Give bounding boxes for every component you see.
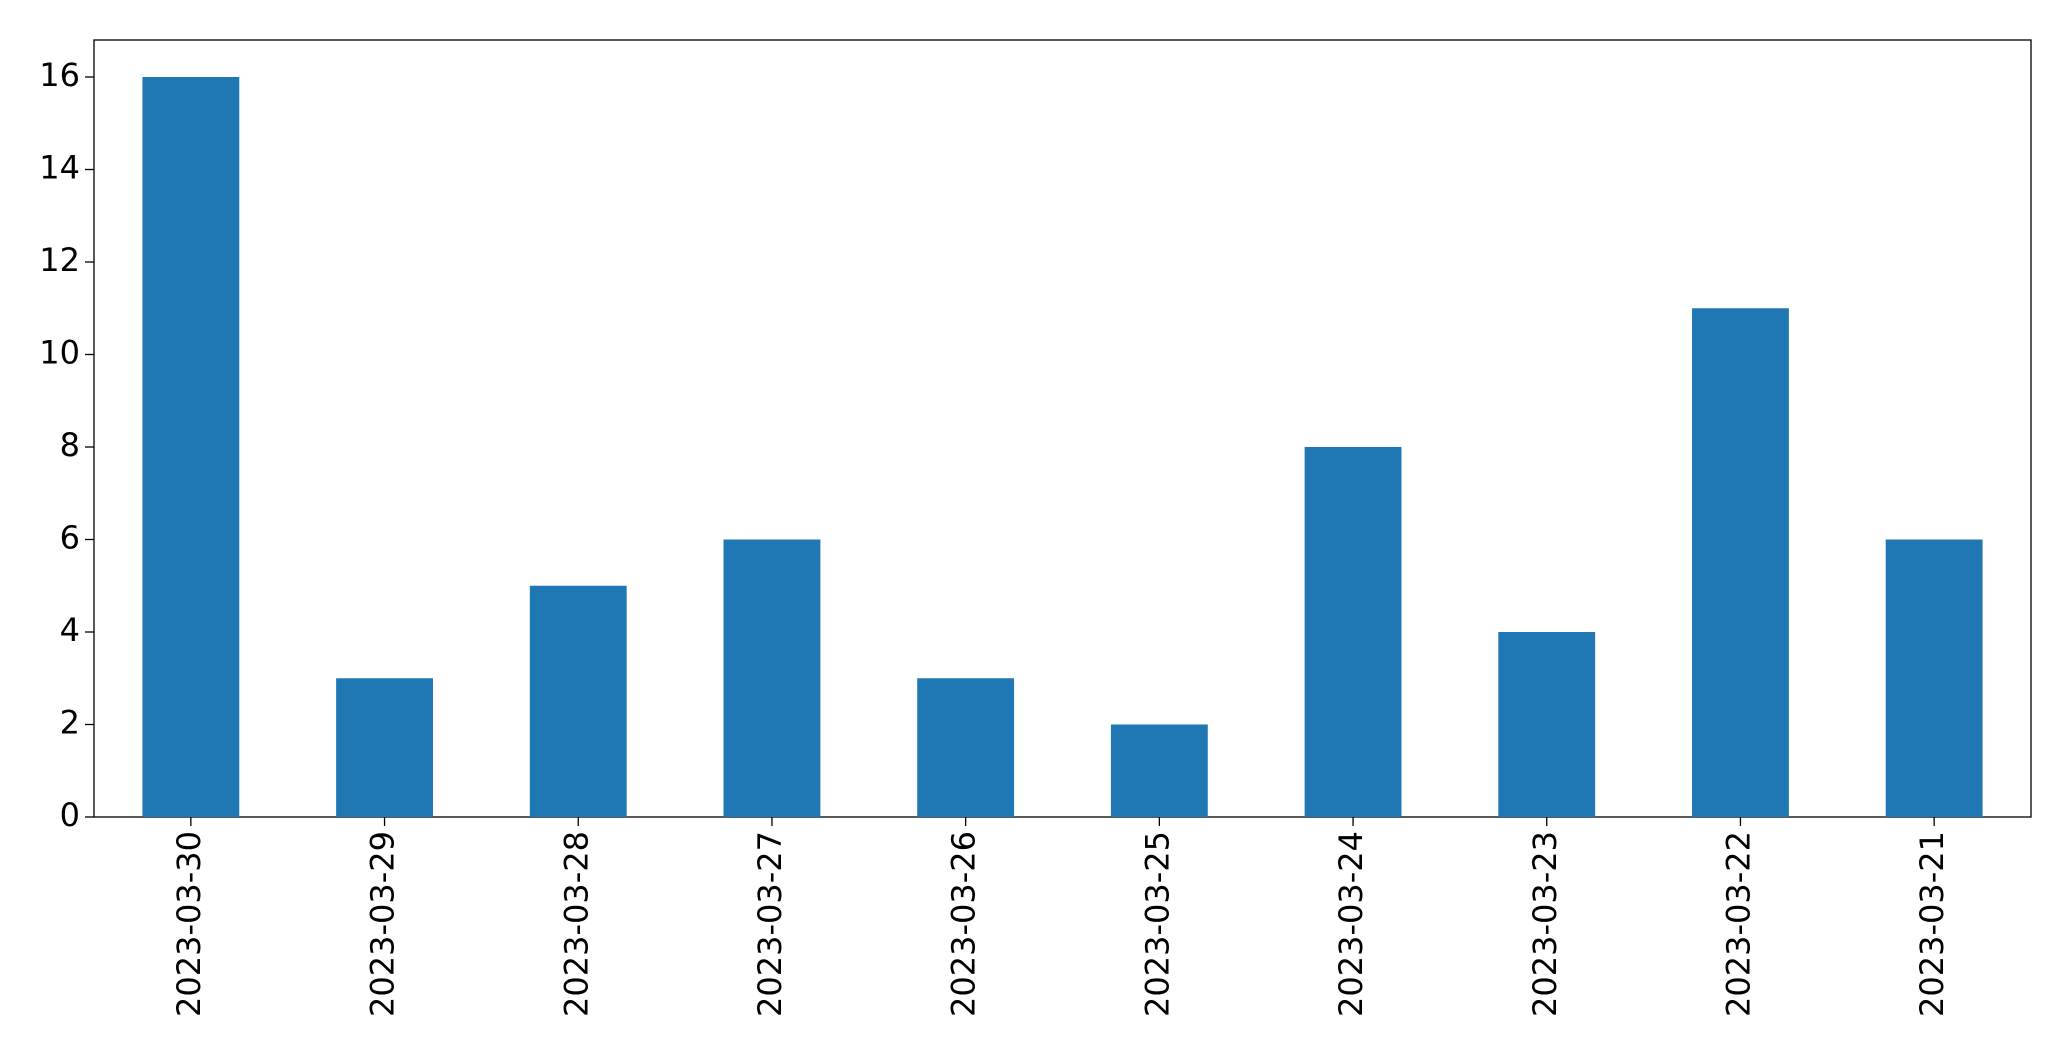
x-tick-label: 2023-03-21 — [1913, 831, 1951, 1017]
bar — [1304, 447, 1402, 817]
x-tick-label: 2023-03-22 — [1719, 831, 1757, 1017]
y-tick-label: 16 — [39, 56, 80, 94]
bar — [336, 678, 433, 817]
x-tick-label: 2023-03-25 — [1138, 831, 1176, 1017]
x-tick-label: 2023-03-27 — [751, 831, 789, 1017]
bar — [1498, 632, 1596, 817]
y-tick-label: 6 — [60, 519, 80, 557]
y-tick-label: 0 — [60, 796, 80, 834]
y-tick-label: 12 — [39, 241, 80, 279]
x-tick-label: 2023-03-23 — [1526, 831, 1564, 1017]
y-tick-label: 4 — [60, 611, 80, 649]
x-tick-label: 2023-03-26 — [945, 831, 983, 1017]
bar — [723, 539, 821, 817]
x-tick-label: 2023-03-24 — [1332, 831, 1370, 1017]
x-tick-label: 2023-03-29 — [364, 831, 402, 1017]
y-tick-label: 14 — [39, 149, 80, 187]
y-tick-label: 10 — [39, 334, 80, 372]
x-tick-label: 2023-03-28 — [557, 831, 595, 1017]
y-tick-label: 8 — [60, 426, 80, 464]
bar — [142, 77, 240, 817]
bar — [529, 585, 627, 817]
bar — [1885, 539, 1983, 817]
bar — [1110, 724, 1208, 817]
y-tick-label: 2 — [60, 704, 80, 742]
bar — [1692, 308, 1789, 817]
bar — [917, 678, 1015, 817]
x-tick-label: 2023-03-30 — [170, 831, 208, 1017]
axes-frame — [93, 39, 2032, 818]
